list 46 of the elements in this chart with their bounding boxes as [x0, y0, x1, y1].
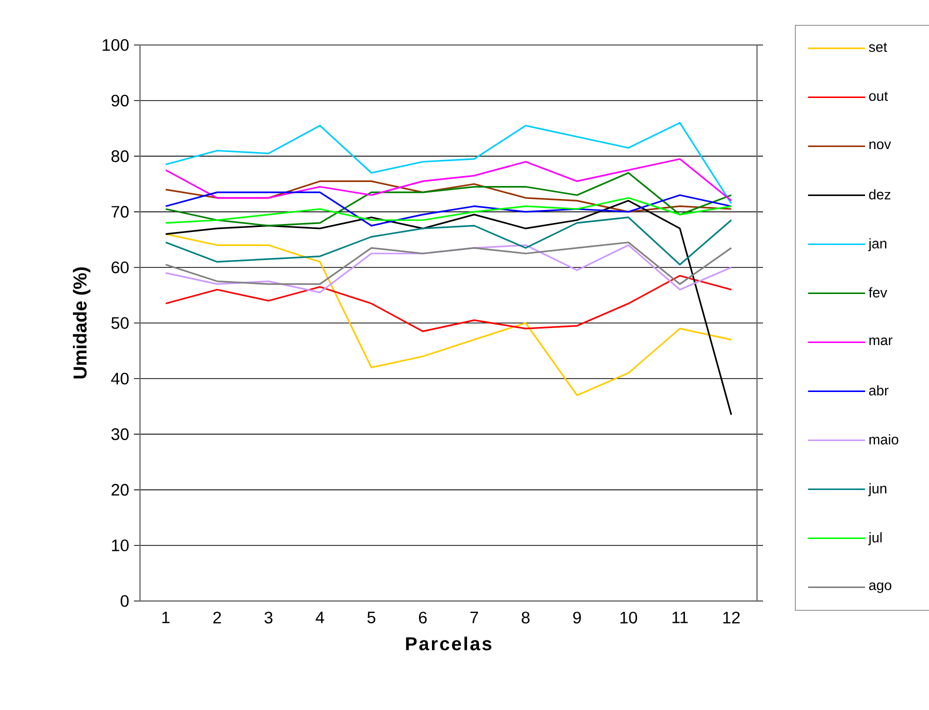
legend-label: set	[868, 42, 888, 52]
x-tick-label: 10	[620, 612, 638, 624]
y-tick-label: 90	[112, 94, 129, 106]
x-tick-label: 8	[522, 612, 530, 624]
y-tick-label: 30	[111, 428, 129, 440]
y-tick-label: 0	[120, 595, 129, 607]
legend-label: maio	[869, 434, 898, 444]
y-axis-title: Umidade (%)	[72, 267, 90, 378]
line-series	[164, 244, 732, 294]
y-tick-label: 70	[112, 206, 129, 218]
y-tick-label: 50	[111, 317, 129, 329]
legend-label: jul	[868, 532, 882, 546]
legend-label: abr	[869, 385, 889, 396]
legend-label: dez	[869, 189, 890, 200]
line-series	[164, 233, 732, 396]
line-series	[164, 242, 732, 285]
x-tick-label: 12	[723, 612, 740, 624]
x-tick-label: 1	[162, 612, 170, 624]
line-series	[164, 216, 732, 266]
y-tick-label: 80	[111, 150, 129, 162]
x-axis-title: Parcelas	[406, 636, 492, 650]
y-tick-label: 40	[111, 372, 129, 384]
x-tick-label: 7	[470, 612, 478, 624]
x-tick-label: 6	[418, 612, 427, 624]
x-tick-label: 9	[573, 612, 581, 624]
legend-label: nov	[869, 142, 892, 150]
y-tick-label: 100	[102, 39, 129, 51]
line-series	[164, 172, 732, 226]
legend-label: jan	[868, 238, 886, 252]
line-series	[164, 274, 732, 332]
legend-label: jun	[868, 483, 886, 496]
x-tick-label: 4	[316, 612, 324, 624]
legend-label: fev	[868, 287, 888, 298]
legend-label: mar	[869, 337, 892, 346]
line-series	[164, 197, 732, 224]
legend-label: ago	[869, 582, 892, 593]
x-tick-label: 3	[264, 612, 272, 624]
x-tick-label: 2	[213, 612, 221, 624]
line-series	[164, 200, 732, 416]
line-series	[164, 180, 732, 213]
y-tick-label: 20	[112, 484, 129, 496]
x-tick-label: 5	[367, 612, 376, 624]
x-tick-label: 11	[672, 612, 688, 624]
y-tick-label: 10	[112, 540, 129, 552]
y-tick-label: 60	[112, 262, 129, 274]
legend-label: out	[869, 92, 888, 101]
